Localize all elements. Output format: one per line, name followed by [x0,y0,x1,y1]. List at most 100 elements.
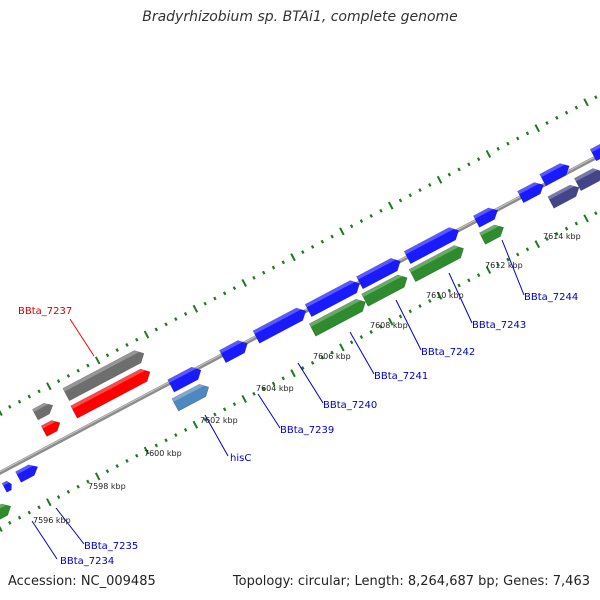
outer-tick-track [339,227,345,236]
label-leader-line [31,520,58,560]
outer-tick-track [252,275,256,280]
inner-tick-track [125,458,129,463]
outer-tick-track [143,330,150,339]
text-labels: 7596 kbp 7598 kbp 7600 kbp 7602 kbp 7604 kbp… [18,232,581,567]
gene-arrow-highlight [253,308,301,334]
inner-tick-track [105,469,110,474]
scale-label: 7596 kbp [33,516,71,525]
gene-arrow [308,298,366,337]
inner-tick-track [66,489,71,494]
outer-tick-track [0,409,3,417]
inner-tick-track [506,257,510,262]
gene-arrow-highlight [2,481,10,486]
outer-tick-track [86,363,90,368]
outer-tick-track [271,265,276,270]
gene-arrow-highlight [517,182,539,195]
gene-arrow-highlight [361,274,403,298]
scale-label: 7598 kbp [88,482,126,491]
inner-tick-track [496,262,500,267]
outer-tick-track [66,373,71,378]
inner-tick-track [27,510,32,515]
inner-tick-track [534,240,541,249]
inner-tick-track [339,343,345,352]
outer-tick-track [534,124,541,133]
gene-arrow [472,207,498,228]
inner-tick-track [135,453,139,458]
gene-label: BBta_7244 [524,292,578,303]
scale-label: 7612 kbp [485,261,523,270]
inner-tick-track [17,515,22,520]
scale-label: 7608 kbp [370,321,408,330]
outer-tick-track [164,322,168,327]
inner-tick-track [447,288,452,293]
outer-tick-track [76,368,80,373]
label-leader-line [448,272,473,324]
outer-tick-track [94,356,101,365]
gene-arrow-highlight [409,245,459,273]
gene-features [0,143,600,520]
outer-tick-track [27,394,32,399]
gene-arrow-highlight [404,227,454,255]
label-leader-line [55,507,85,545]
inner-tick-track [301,366,305,370]
inner-tick-track [379,324,383,329]
gene-arrow-highlight [574,168,598,182]
inner-tick-track [594,211,598,216]
gene-arrow-highlight [167,367,197,383]
inner-tick-track [436,291,443,300]
outer-tick-track [213,296,217,301]
inner-tick-track [164,438,168,443]
gene-arrow-highlight [539,163,565,178]
outer-tick-track [359,219,364,223]
inner-tick-track [115,464,119,469]
inner-tick-track [46,498,52,507]
gene-arrow [15,464,39,483]
inner-tick-track [310,360,315,365]
outer-tick-track [135,337,139,342]
outer-tick-track [241,278,247,287]
outer-tick-track [125,342,129,347]
inner-tick-track [213,412,217,417]
inner-tick-track [290,369,296,378]
gene-arrow [1,480,12,493]
gene-label: BBta_7242 [421,347,475,358]
outer-tick-track [387,201,394,210]
gene-arrow [171,383,210,412]
gene-arrow-highlight [473,207,493,219]
inner-tick-track [387,317,394,326]
outer-tick-track [418,188,422,193]
gene-arrow-highlight [356,258,396,280]
gene-arrow [573,168,600,192]
outer-tick-track [515,136,520,141]
inner-tick-track [86,479,90,484]
outer-tick-track [428,183,432,187]
outer-tick-track [457,167,461,172]
outer-tick-track [545,121,549,125]
inner-tick-track [94,472,101,481]
inner-tick-track [485,265,492,274]
inner-tick-track [203,417,207,422]
outer-tick-track [476,157,481,162]
label-leader-line [501,239,525,296]
inner-tick-track [320,355,325,360]
inner-tick-track [555,231,559,236]
gene-arrow [478,224,504,245]
gene-arrow-highlight [305,280,355,308]
label-leader-line [349,331,375,375]
inner-tick-track [525,247,530,252]
gene-arrow [403,227,459,265]
outer-tick-track [46,382,52,391]
outer-tick-track [37,389,41,394]
scale-label: 7600 kbp [144,449,182,458]
gene-label: hisC [230,453,251,464]
inner-tick-track [349,340,354,345]
inner-tick-track [56,495,61,499]
gene-arrow [167,366,202,393]
gene-arrow [408,245,464,283]
gene-arrow-highlight [171,384,205,402]
inner-tick-track [330,350,334,355]
gene-arrow [70,368,151,419]
outer-tick-track [330,234,334,239]
gene-arrow-highlight [15,464,34,475]
